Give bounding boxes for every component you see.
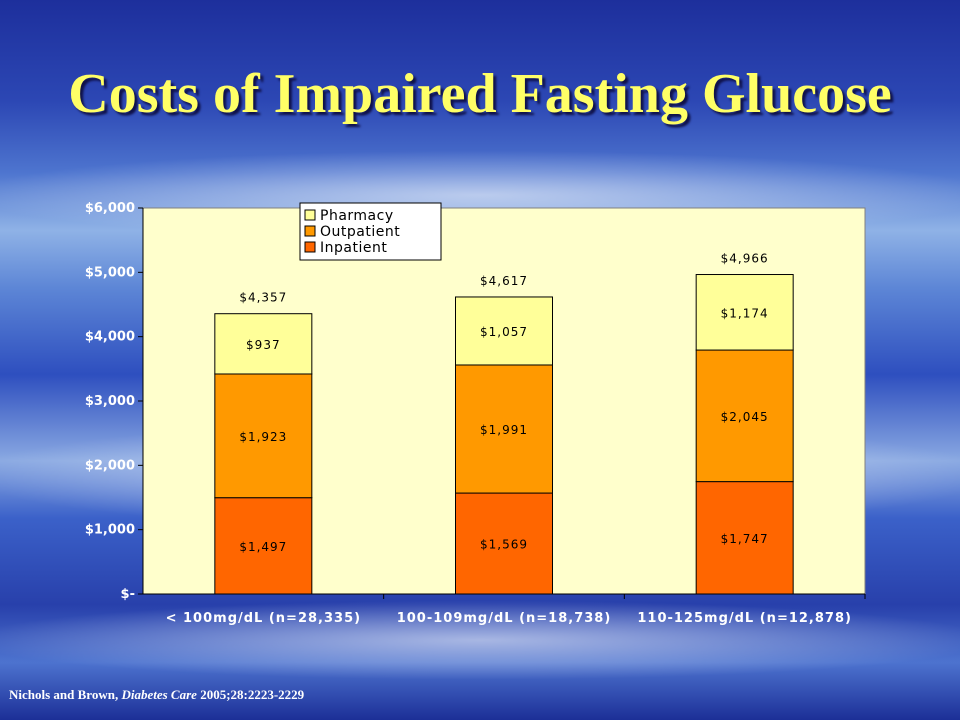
y-tick-label: $5,000	[85, 265, 135, 280]
bar-value-label: $1,569	[480, 538, 528, 552]
bar-segment-inpatient	[695, 481, 794, 595]
y-tick-label: $4,000	[85, 330, 135, 345]
bar-value-label: $1,923	[239, 430, 287, 444]
citation: Nichols and Brown, Diabetes Care 2005;28…	[9, 687, 304, 703]
y-tick-label: $1,000	[85, 523, 135, 538]
legend-swatch-inpatient	[304, 241, 316, 253]
x-tick-label: < 100mg/dL (n=28,335)	[166, 611, 361, 626]
bar-value-label: $1,991	[480, 423, 528, 437]
bar-segment-pharmacy	[695, 274, 794, 351]
bar-segment-inpatient	[214, 497, 313, 595]
bar-segment-pharmacy	[214, 313, 313, 375]
y-tick-label: $-	[121, 587, 135, 602]
citation-authors: Nichols and Brown,	[9, 687, 122, 702]
slide-title: Costs of Impaired Fasting Glucose	[68, 63, 892, 125]
bar-segment-outpatient	[455, 364, 553, 494]
bar-segment-pharmacy	[455, 296, 553, 366]
legend-swatch-pharmacy	[304, 209, 316, 221]
legend-swatch-outpatient	[304, 225, 316, 237]
y-tick-label: $6,000	[85, 201, 135, 216]
bar-segment-outpatient	[214, 373, 313, 499]
bar-segment-outpatient	[695, 349, 794, 483]
bar-value-label: $937	[246, 338, 281, 352]
bar-value-label: $1,057	[480, 325, 528, 339]
legend-label: Inpatient	[320, 240, 387, 256]
y-tick-label: $3,000	[85, 394, 135, 409]
bar-total-label: $4,966	[721, 252, 769, 266]
x-tick-label: 100-109mg/dL (n=18,738)	[397, 611, 612, 626]
bar-value-label: $1,497	[239, 540, 287, 554]
legend-label: Outpatient	[320, 224, 400, 240]
bar-total-label: $4,617	[480, 274, 528, 288]
bar-segment-inpatient	[455, 492, 553, 595]
citation-journal: Diabetes Care	[121, 687, 197, 702]
bar-value-label: $1,747	[721, 532, 769, 546]
legend	[299, 202, 442, 261]
bar-value-label: $2,045	[721, 410, 769, 424]
background-streak	[0, 600, 960, 680]
bar-total-label: $4,357	[239, 291, 287, 305]
legend-label: Pharmacy	[320, 208, 394, 224]
bar-value-label: $1,174	[721, 306, 769, 320]
citation-details: 2005;28:2223-2229	[196, 687, 305, 702]
y-tick-label: $2,000	[85, 458, 135, 473]
x-tick-label: 110-125mg/dL (n=12,878)	[637, 611, 852, 626]
